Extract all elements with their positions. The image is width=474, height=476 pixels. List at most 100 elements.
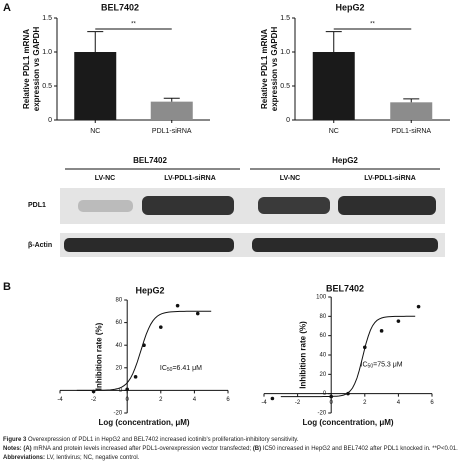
chart-title: HepG2 [135, 285, 164, 295]
y-axis-label: Inhibition rate (%) [298, 321, 307, 389]
caption-figure: Figure 3 [3, 437, 27, 443]
y-tick-label: -20 [114, 411, 123, 417]
point [91, 389, 96, 394]
caption-line: Notes: (A) mRNA and protein levels incre… [3, 445, 471, 454]
x-tick-label: 6 [430, 400, 434, 406]
x-tick-label: NC [329, 128, 339, 135]
lane-label: LV-NC [95, 175, 115, 182]
point [396, 319, 401, 323]
annotation-part: IC [361, 362, 368, 369]
band [338, 196, 436, 215]
caption-a: (A) [23, 446, 32, 452]
band [258, 197, 330, 214]
y-tick-label: 100 [316, 295, 327, 301]
fit-curve [76, 310, 212, 391]
x-tick-label: -2 [91, 397, 97, 403]
chart-title: HepG2 [335, 2, 364, 12]
y-tick-label: 0 [286, 117, 290, 124]
x-tick-label: 0 [126, 397, 130, 403]
y-tick-label: 60 [116, 320, 123, 326]
x-axis-label: Log (concentration, μM) [302, 418, 393, 427]
figure: A B BEL7402 HepG2 LV-NC LV-PDL1-siRNA LV… [3, 2, 450, 427]
caption-text: IC50 increased in HepG2 and BEL7402 afte… [262, 446, 458, 452]
y-tick-label: 80 [320, 314, 327, 320]
group-label: HepG2 [332, 156, 358, 165]
point [416, 304, 421, 309]
y-axis-label: Relative PDL1 mRNA [260, 29, 269, 109]
lane-label: LV-PDL1-siRNA [364, 175, 416, 182]
y-tick-label: 0.5 [42, 83, 52, 90]
row-label: PDL1 [28, 202, 46, 209]
band [64, 238, 234, 252]
caption-line: Abbreviations: LV, lentivirus; NC, negat… [3, 454, 471, 463]
y-tick-label: 80 [116, 298, 123, 304]
caption-line: Figure 3 Overexpression of PDL1 in HepG2… [3, 436, 471, 445]
y-axis-label: expression vs GAPDH [32, 27, 41, 112]
row-label: β-Actin [28, 242, 52, 249]
band [142, 196, 234, 215]
lane-label: LV-NC [280, 175, 300, 182]
x-tick-label: 4 [397, 400, 401, 406]
annotation-sub: 50 [167, 367, 173, 373]
point [363, 345, 367, 350]
annotation-sub: 50 [368, 364, 374, 370]
y-axis-label: expression vs GAPDH [270, 27, 279, 112]
x-tick-label: PDL1-siRNA [391, 128, 431, 135]
point [195, 311, 200, 316]
y-tick-label: 40 [116, 343, 123, 349]
group-label: BEL7402 [133, 156, 167, 165]
annotation-part: =6.41 μM [172, 365, 202, 372]
blot: BEL7402 HepG2 LV-NC LV-PDL1-siRNA LV-NC … [28, 156, 445, 257]
y-tick-label: 40 [320, 353, 327, 359]
y-tick-label: 1.0 [42, 49, 52, 56]
y-tick-label: 20 [320, 372, 327, 378]
x-tick-label: 2 [363, 400, 367, 406]
band [252, 238, 438, 252]
caption-b: (B) [252, 446, 262, 452]
band [78, 200, 133, 212]
caption: Figure 3 Overexpression of PDL1 in HepG2… [3, 436, 471, 463]
x-tick-label: 6 [226, 397, 230, 403]
bar [74, 52, 117, 120]
point [133, 375, 138, 379]
y-tick-label: -20 [318, 411, 327, 417]
bar [312, 52, 355, 120]
x-tick-label: NC [90, 128, 100, 135]
y-tick-label: 1.5 [42, 15, 52, 22]
x-axis-label: Log (concentration, μM) [98, 418, 189, 427]
point [329, 394, 334, 399]
significance-label: ** [131, 22, 136, 28]
lane-label: LV-PDL1-siRNA [164, 175, 216, 182]
point [270, 396, 275, 401]
caption-text: Overexpression of PDL1 in HepG2 and BEL7… [28, 437, 299, 443]
point [142, 343, 146, 348]
y-axis-label: Relative PDL1 mRNA [22, 29, 31, 109]
x-tick-label: 0 [330, 400, 334, 406]
x-tick-label: PDL1-siRNA [152, 128, 192, 135]
x-tick-label: -4 [261, 400, 267, 406]
point [125, 387, 129, 392]
y-tick-label: 0 [323, 391, 327, 397]
point [379, 329, 384, 333]
annotation: IC50=75.3 μM [361, 362, 403, 370]
y-tick-label: 0 [119, 388, 123, 394]
y-axis-label: Inhibition rate (%) [94, 322, 103, 390]
significance-label: ** [370, 22, 375, 28]
caption-abbr: Abbreviations: [3, 455, 46, 461]
bar [390, 102, 433, 120]
x-tick-label: -2 [295, 400, 301, 406]
chart-title: BEL7402 [326, 283, 364, 293]
panel-label: B [3, 281, 11, 293]
y-tick-label: 0 [48, 117, 52, 124]
point [159, 325, 163, 329]
annotation-part: IC [160, 365, 167, 372]
y-tick-label: 1.0 [280, 49, 290, 56]
x-tick-label: -4 [57, 397, 63, 403]
annotation-part: =75.3 μM [373, 362, 403, 369]
annotation: IC50=6.41 μM [160, 365, 202, 373]
y-tick-label: 1.5 [280, 15, 290, 22]
y-tick-label: 0.5 [280, 83, 290, 90]
x-tick-label: 2 [159, 397, 163, 403]
caption-text: LV, lentivirus; NC, negative control. [46, 455, 140, 461]
